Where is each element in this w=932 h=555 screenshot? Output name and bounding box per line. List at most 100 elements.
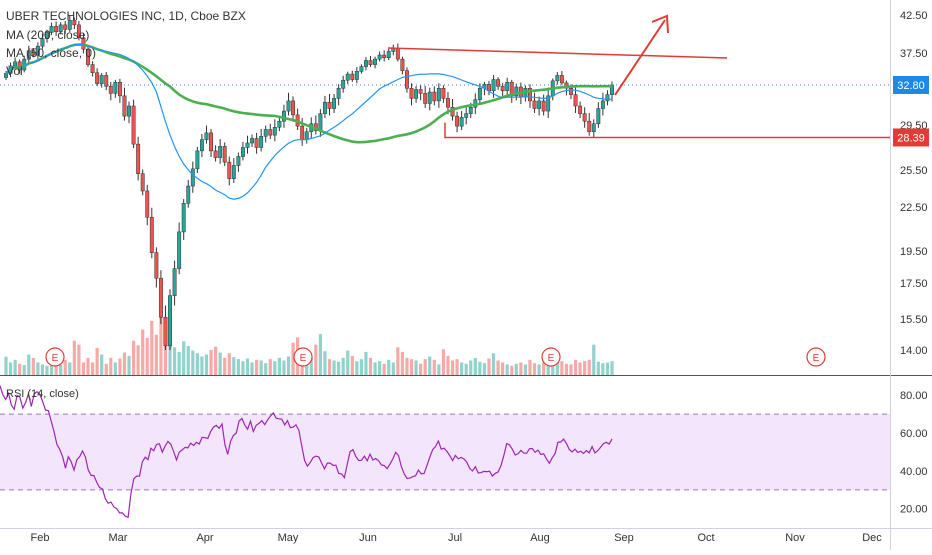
candle-body xyxy=(186,185,191,204)
volume-bar xyxy=(191,350,195,375)
candle-body xyxy=(500,86,505,92)
volume-bar xyxy=(478,361,482,375)
volume-bar xyxy=(414,360,418,375)
legend-volume[interactable]: Vol xyxy=(6,64,23,78)
candle-body xyxy=(104,75,109,87)
candle-body xyxy=(40,38,45,47)
candle-body xyxy=(400,58,405,71)
candle-body xyxy=(405,70,409,89)
volume-bar xyxy=(542,362,546,375)
candle-body xyxy=(99,75,104,84)
candle-body xyxy=(318,113,323,131)
volume-bar xyxy=(309,357,313,375)
y-tick-label: 17.50 xyxy=(900,278,928,290)
candle-body xyxy=(213,150,218,158)
volume-bar xyxy=(327,359,332,375)
candle-body xyxy=(345,73,350,81)
last-price-label: 32.80 xyxy=(897,80,925,92)
y-tick-label: 14.00 xyxy=(900,345,928,357)
volume-bar xyxy=(113,362,117,375)
candle-body xyxy=(491,79,496,92)
earnings-marker xyxy=(541,347,561,367)
volume-bar xyxy=(163,325,168,375)
legend-ma200[interactable]: MA (200, close) xyxy=(6,28,90,42)
volume-bar xyxy=(564,363,569,375)
candle-body xyxy=(259,136,264,148)
volume-bar xyxy=(95,347,99,375)
candle-body xyxy=(286,100,291,112)
volume-bar xyxy=(177,351,181,375)
support-label: 28.39 xyxy=(897,132,925,144)
candle-body xyxy=(468,107,473,114)
candle-body xyxy=(35,45,40,56)
volume-bar xyxy=(514,363,518,375)
rsi-y-tick-label: 80.00 xyxy=(900,390,928,402)
candle-body xyxy=(528,88,532,102)
volume-bar xyxy=(496,360,500,375)
volume-bar xyxy=(501,362,505,375)
volume-bar xyxy=(523,364,528,375)
candle-body xyxy=(54,26,59,32)
volume-bar xyxy=(18,363,22,375)
volume-bar xyxy=(63,359,67,375)
candle-body xyxy=(140,173,145,192)
volume-bar xyxy=(469,360,473,375)
volume-bar xyxy=(40,364,45,375)
volume-bar xyxy=(118,358,122,375)
volume-bar xyxy=(368,357,373,375)
volume-bar xyxy=(359,359,363,375)
legend-ma50[interactable]: MA (50, close, 0) xyxy=(6,46,97,60)
candle-body xyxy=(432,91,437,102)
volume-bar xyxy=(510,365,514,375)
volume-bar xyxy=(423,359,427,375)
volume-bar xyxy=(596,361,600,375)
y-tick-label: 37.50 xyxy=(900,48,928,60)
volume-bar xyxy=(487,358,491,375)
ma50-line xyxy=(5,43,613,200)
volume-bar xyxy=(49,360,54,375)
candle-body xyxy=(222,146,227,163)
volume-bar xyxy=(282,360,286,375)
candle-body xyxy=(559,75,564,84)
candle-body xyxy=(131,105,136,145)
volume-bar xyxy=(141,329,145,375)
candle-body xyxy=(31,50,36,56)
volume-bar xyxy=(569,364,573,375)
volume-bar xyxy=(273,361,277,375)
volume-bar xyxy=(100,354,104,375)
candle-body xyxy=(218,146,223,158)
rsi-label[interactable]: RSI (14, close) xyxy=(6,388,79,400)
volume-bar xyxy=(131,340,136,375)
candle-body xyxy=(227,161,232,179)
candle-body xyxy=(291,100,296,116)
last-price-badge xyxy=(893,75,929,94)
volume-bar xyxy=(68,362,72,375)
candle-body xyxy=(281,110,286,122)
volume-bar xyxy=(145,338,149,375)
candle-body xyxy=(76,24,81,39)
candle-body xyxy=(582,113,587,122)
volume-bar xyxy=(77,344,81,375)
volume-bar xyxy=(227,353,231,375)
candle-body xyxy=(341,79,346,89)
volume-bar xyxy=(419,363,423,375)
volume-bar xyxy=(268,359,272,375)
volume-bar xyxy=(259,360,263,375)
volume-bar xyxy=(86,357,90,375)
candle-body xyxy=(596,108,601,124)
volume-bar xyxy=(337,361,341,375)
x-tick-label: Oct xyxy=(697,532,714,544)
ma200-line xyxy=(5,43,612,144)
candle-body xyxy=(127,105,131,117)
candle-body xyxy=(591,123,596,132)
candle-body xyxy=(587,120,592,132)
volume-bar xyxy=(236,359,240,375)
volume-bar xyxy=(59,364,63,375)
volume-bar xyxy=(441,349,446,375)
volume-bar xyxy=(601,363,605,375)
x-tick-label: Mar xyxy=(109,532,128,544)
volume-bar xyxy=(213,346,218,375)
candle-body xyxy=(322,101,327,114)
